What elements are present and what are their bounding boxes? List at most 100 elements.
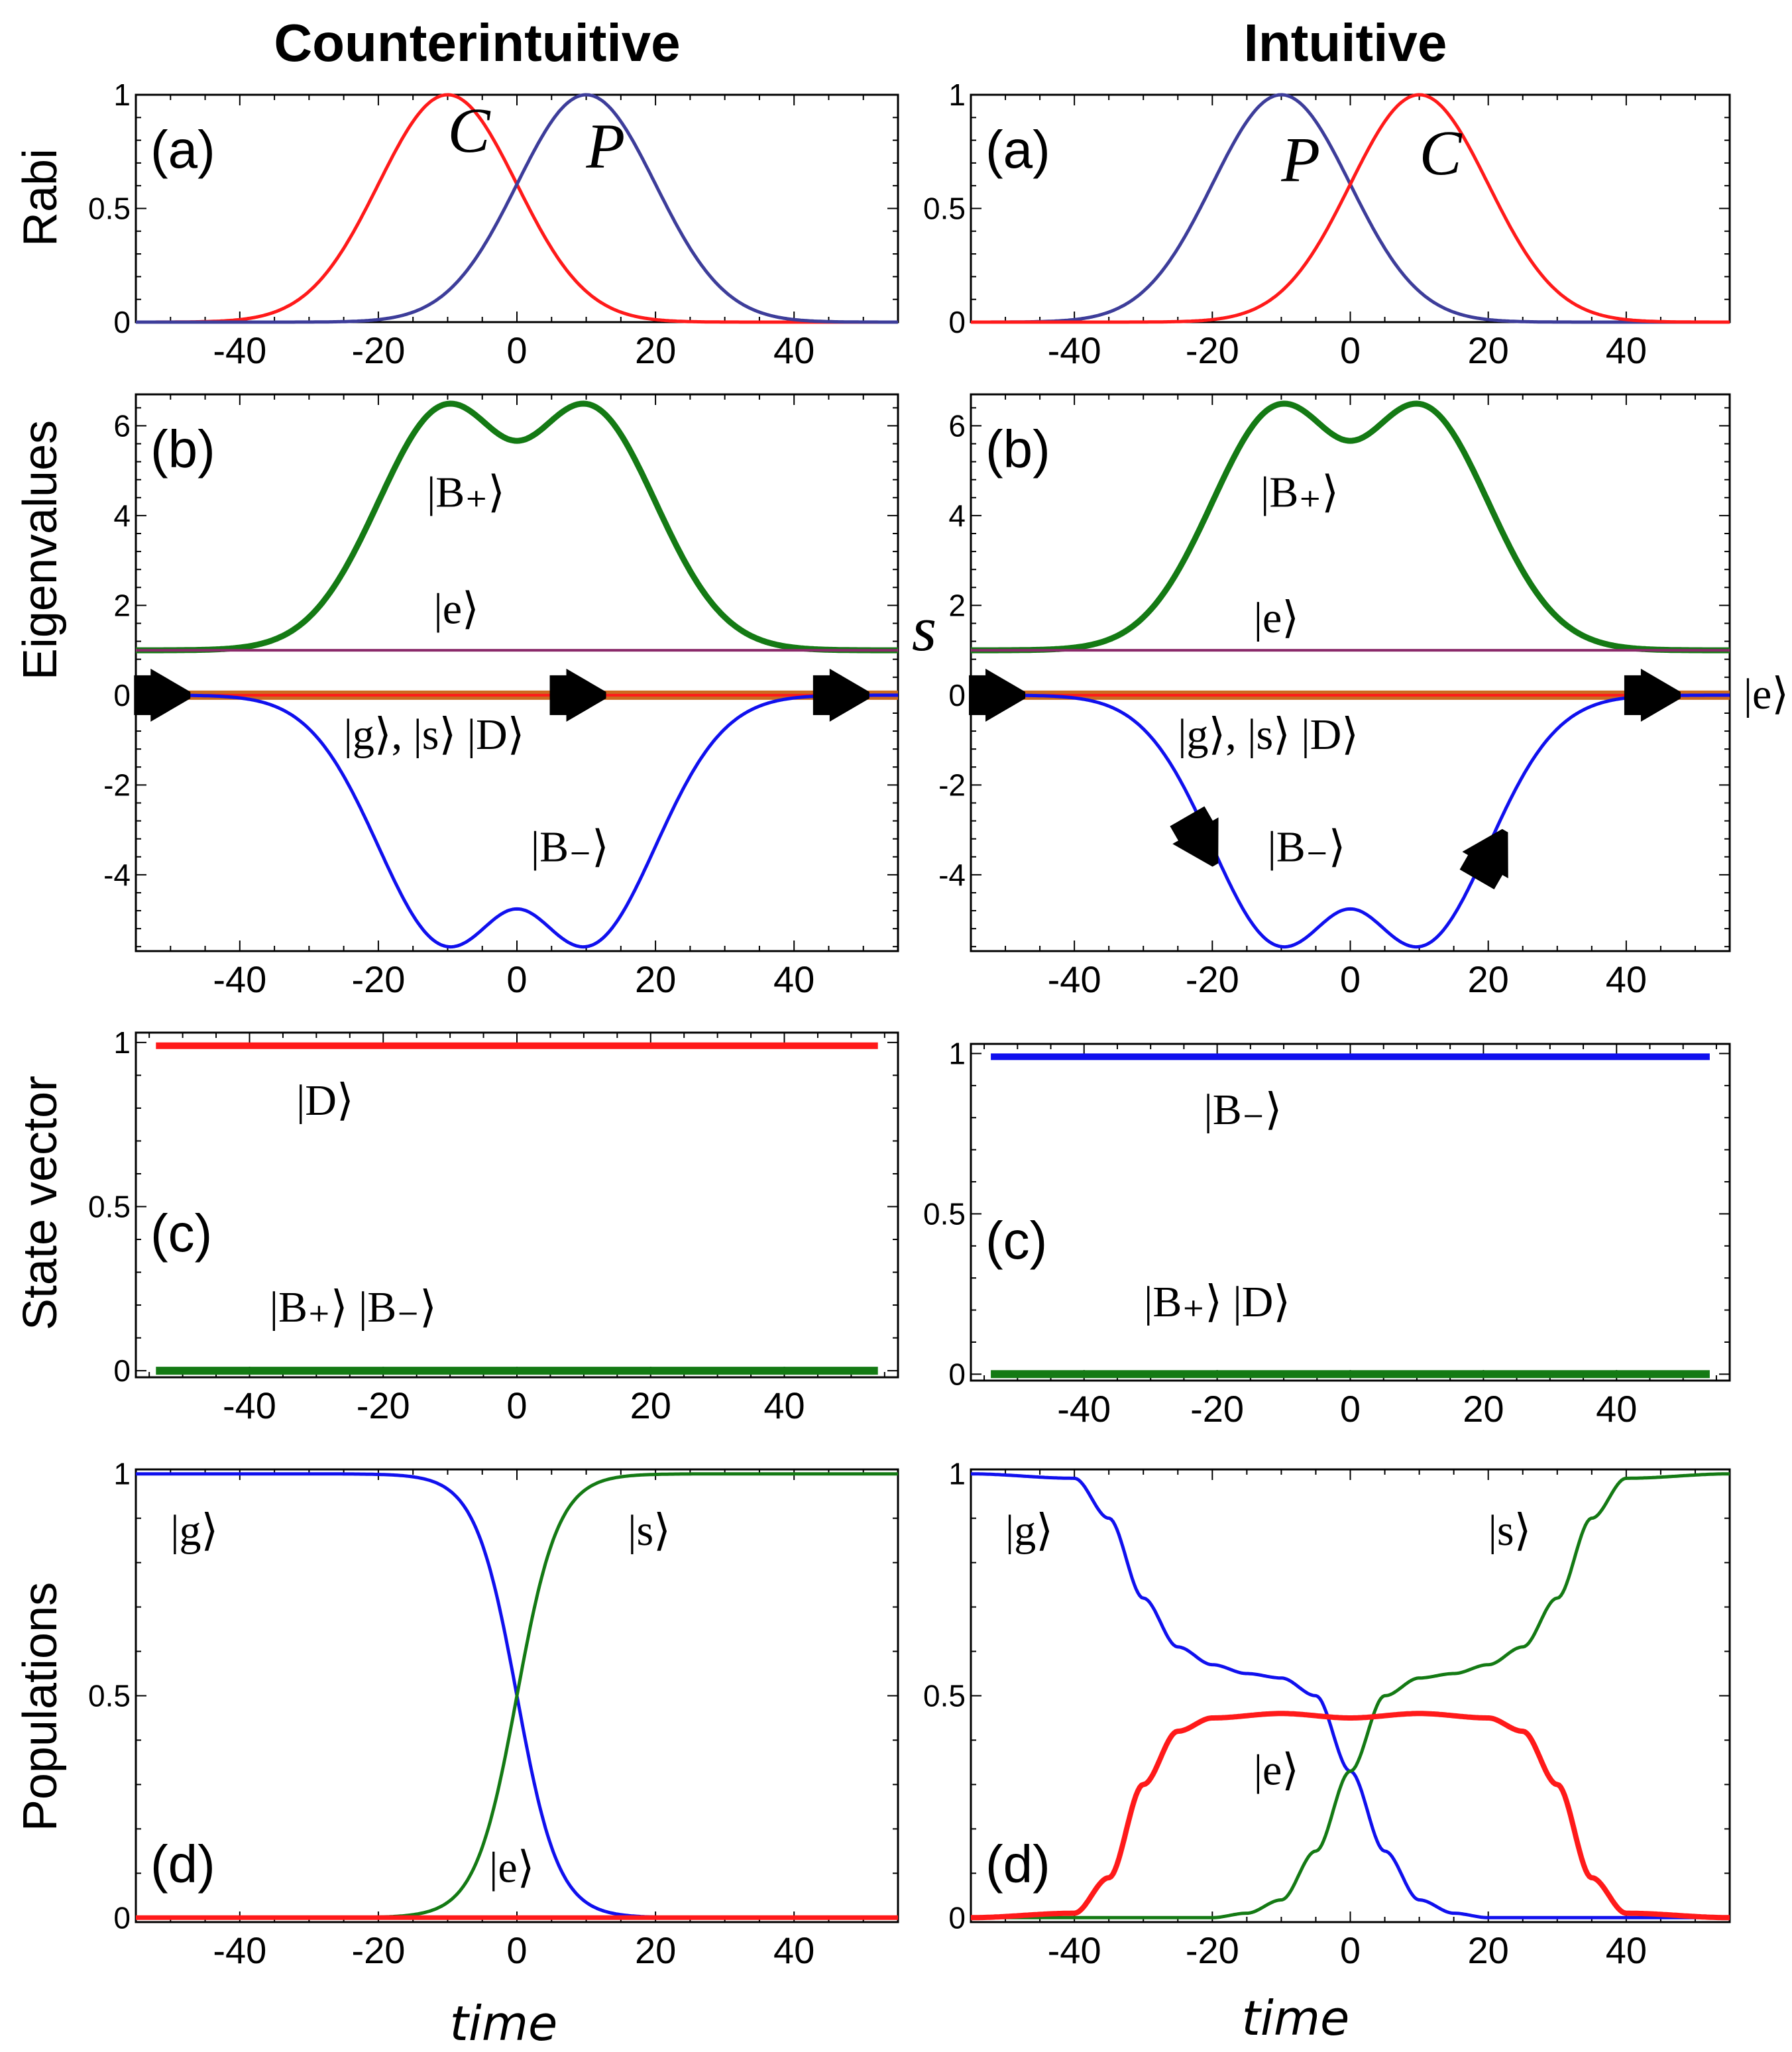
y-tick-label: 0 xyxy=(113,305,131,339)
annotation: |g⟩, |s⟩ |D⟩ xyxy=(344,711,525,759)
x-tick-label: 0 xyxy=(506,1929,527,1971)
annotation: s xyxy=(912,593,936,664)
y-tick-label: 0.5 xyxy=(923,192,966,226)
arrow-marker xyxy=(1624,668,1681,722)
arrow-marker xyxy=(1164,803,1239,879)
annotation: C xyxy=(1420,117,1463,188)
row-label-eigenvalues: Eigenvalues xyxy=(14,420,67,680)
x-tick-label: 20 xyxy=(635,1929,676,1971)
plot-frame xyxy=(970,393,1731,952)
y-tick-label: 0 xyxy=(948,305,966,339)
arrow-marker xyxy=(969,668,1026,722)
y-tick-label: 1 xyxy=(948,78,966,112)
panel-intuitive-state-vector: -40 -20 0 20 40 0 0.5 1 (c) |B₋⟩ |B₊⟩ |D⟩ xyxy=(923,1037,1731,1430)
y-tick-label: 1 xyxy=(113,1025,131,1060)
x-tick-label: -20 xyxy=(1190,1388,1244,1430)
annotation: |B₊⟩ |D⟩ xyxy=(1144,1278,1290,1326)
annotation: |e⟩ xyxy=(489,1844,534,1892)
y-tick-label: 0 xyxy=(948,1357,966,1391)
x-tick-label: 40 xyxy=(763,1385,805,1426)
annotation: |g⟩ xyxy=(1005,1507,1053,1555)
x-tick-label: -20 xyxy=(1186,958,1239,1000)
annotation: |e⟩ xyxy=(434,585,479,633)
panel-label: (c) xyxy=(985,1211,1047,1270)
annotation: |B₊⟩ xyxy=(1260,468,1339,516)
plot-frame xyxy=(135,1031,899,1379)
x-tick-label: 20 xyxy=(635,958,676,1000)
y-tick-label: 0.5 xyxy=(923,1196,966,1231)
y-tick-label: 0 xyxy=(113,678,131,712)
arrow-marker xyxy=(549,668,606,722)
series-line-e xyxy=(970,1711,1731,1921)
annotation: |B₊⟩ xyxy=(427,468,505,516)
series-line-c-stokes-coupling- xyxy=(971,93,1730,324)
x-tick-label: 40 xyxy=(773,329,814,371)
x-tick-label: 40 xyxy=(1606,1929,1647,1971)
annotation: P xyxy=(586,111,626,182)
series-line-g xyxy=(971,1472,1730,1919)
x-tick-label: 40 xyxy=(773,958,814,1000)
x-tick-label: 0 xyxy=(1340,1388,1361,1430)
x-tick-label: 0 xyxy=(1340,958,1361,1000)
series-line-p-pump- xyxy=(136,93,898,324)
annotation: P xyxy=(1280,124,1320,195)
y-tick-label: 0 xyxy=(113,1353,131,1388)
y-tick-label: 0.5 xyxy=(923,1679,966,1713)
plot-frame xyxy=(970,1468,1731,1923)
x-tick-label: -40 xyxy=(1057,1388,1111,1430)
arrow-marker xyxy=(134,668,191,722)
panel-counterintuitive-populations: -40 -20 0 20 40 0 0.5 1 (d) |g⟩ |s⟩ |e⟩ xyxy=(88,1457,899,1971)
y-tick-label: 1 xyxy=(113,78,131,112)
annotation: |e⟩ xyxy=(1254,1746,1299,1794)
x-tick-label: 0 xyxy=(1340,329,1361,371)
series-line-c-stokes-coupling- xyxy=(136,93,898,324)
annotation: |g⟩ xyxy=(170,1507,218,1555)
series-line-b- xyxy=(970,400,1731,654)
x-tick-label: -20 xyxy=(351,1929,405,1971)
panel-label: (c) xyxy=(150,1204,212,1263)
x-tick-label: -20 xyxy=(351,329,405,371)
x-tick-label: 20 xyxy=(1468,1929,1509,1971)
panel-label: (d) xyxy=(985,1835,1050,1894)
series-line-b- xyxy=(135,400,899,654)
row-label-populations: Populations xyxy=(14,1582,67,1831)
series-line-s xyxy=(971,1472,1730,1919)
panel-label: (b) xyxy=(150,420,215,479)
x-tick-label: 0 xyxy=(1340,1929,1361,1971)
panel-label: (a) xyxy=(150,120,215,179)
arrow-marker xyxy=(1453,817,1528,893)
y-tick-label: -2 xyxy=(938,768,966,802)
annotation: |D⟩ xyxy=(296,1076,354,1125)
panel-counterintuitive-state-vector: -40 -20 0 20 40 0 0.5 1 (c) |D⟩ |B₊⟩ |B₋⟩ xyxy=(88,1025,899,1426)
x-tick-label: -20 xyxy=(1186,329,1239,371)
plot-frame xyxy=(135,393,899,952)
y-tick-label: -2 xyxy=(103,768,131,802)
x-tick-label: 0 xyxy=(506,329,527,371)
panel-intuitive-populations: -40 -20 0 20 40 0 0.5 1 (d) |g⟩ |s⟩ |e⟩ xyxy=(923,1457,1731,1971)
x-tick-label: 0 xyxy=(506,1385,527,1426)
plot-frame xyxy=(970,1043,1731,1382)
y-tick-label: 2 xyxy=(948,588,966,622)
y-tick-label: -4 xyxy=(938,858,966,892)
panel-intuitive-rabi: -40 -20 0 20 40 0 0.5 1 (a) P C xyxy=(923,78,1731,371)
x-tick-label: -20 xyxy=(357,1385,410,1426)
y-tick-label: 0 xyxy=(113,1900,131,1935)
x-tick-label: -20 xyxy=(1186,1929,1239,1971)
y-tick-label: 0.5 xyxy=(88,1679,131,1713)
y-tick-label: 0 xyxy=(948,678,966,712)
x-tick-label: 0 xyxy=(506,958,527,1000)
x-tick-label: 40 xyxy=(773,1929,814,1971)
x-tick-label: 20 xyxy=(1468,329,1509,371)
y-tick-label: 0.5 xyxy=(88,192,131,226)
xlabel-left: time xyxy=(450,1996,558,2051)
y-tick-label: 2 xyxy=(113,588,131,622)
x-tick-label: -40 xyxy=(213,1929,266,1971)
arrow-marker xyxy=(812,668,869,722)
panel-label: (a) xyxy=(985,120,1050,179)
y-tick-label: 0 xyxy=(948,1900,966,1935)
title-intuitive: Intuitive xyxy=(1244,13,1447,72)
row-label-rabi: Rabi xyxy=(14,148,67,247)
x-tick-label: -40 xyxy=(1048,1929,1101,1971)
